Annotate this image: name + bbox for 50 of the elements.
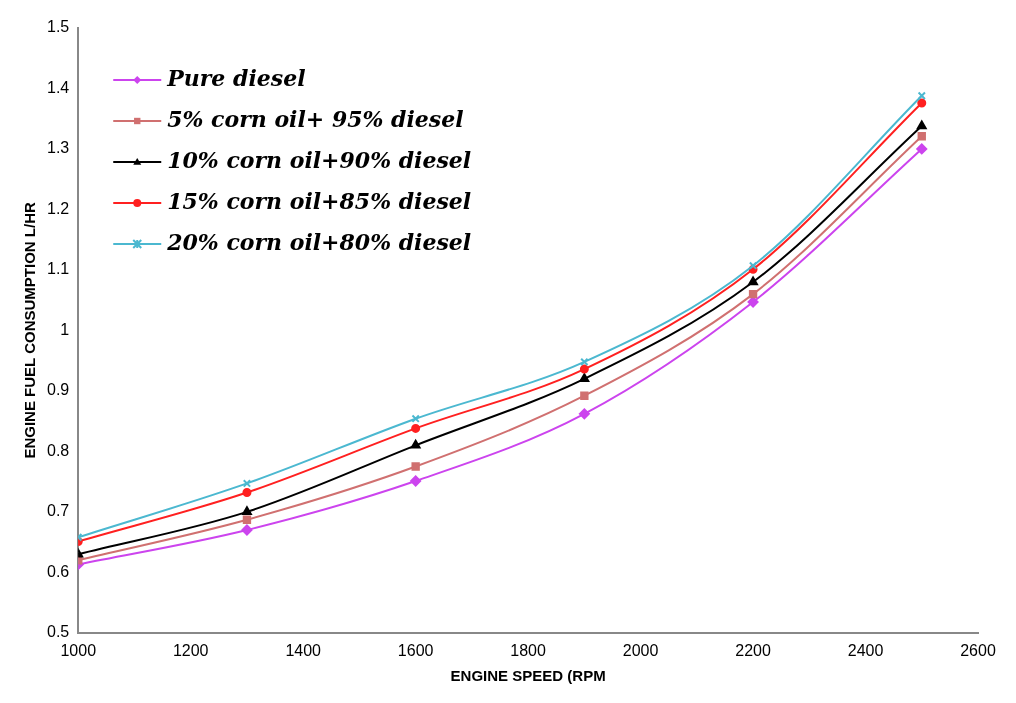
legend-label: Pure diesel bbox=[166, 64, 306, 91]
y-tick-label: 1.5 bbox=[46, 18, 70, 36]
y-axis-title: ENGINE FUEL CONSUMPTION L/HR bbox=[21, 202, 39, 459]
x-tick-label: 1600 bbox=[397, 641, 434, 659]
point bbox=[410, 439, 421, 449]
y-tick-label: 1.4 bbox=[46, 78, 70, 96]
legend-label: 20% corn oil+80% diesel bbox=[166, 228, 472, 255]
y-tick-label: 1.1 bbox=[46, 260, 70, 278]
y-tick-label: 0.8 bbox=[46, 441, 70, 459]
point bbox=[916, 143, 928, 155]
x-tick-label: 1000 bbox=[60, 641, 97, 659]
point bbox=[917, 91, 926, 100]
point bbox=[917, 132, 926, 141]
y-tick-label: 0.5 bbox=[46, 623, 70, 641]
point bbox=[748, 261, 758, 270]
point bbox=[580, 391, 589, 400]
point bbox=[748, 289, 758, 299]
x-tick-label: 2600 bbox=[960, 641, 996, 659]
x-axis-title: ENGINE SPEED (RPM bbox=[450, 667, 606, 685]
point bbox=[410, 475, 422, 487]
x-tick-label: 2400 bbox=[847, 641, 884, 659]
x-tick-label: 2000 bbox=[622, 641, 659, 659]
point bbox=[242, 515, 252, 524]
point bbox=[578, 408, 590, 420]
x-tick-label: 1400 bbox=[285, 641, 322, 659]
point bbox=[579, 364, 589, 374]
x-tick-label: 2200 bbox=[735, 641, 771, 659]
point bbox=[579, 373, 590, 383]
legend-label: 10% corn oil+90% diesel bbox=[167, 146, 472, 173]
point bbox=[916, 120, 927, 130]
x-tick-label: 1200 bbox=[172, 641, 209, 659]
legend-label: 15% corn oil+85% diesel bbox=[167, 187, 472, 214]
y-tick-label: 1.2 bbox=[46, 199, 70, 217]
y-tick-label: 0.9 bbox=[46, 381, 70, 399]
point bbox=[917, 98, 927, 108]
legend-label: 5% corn oil+ 95% diesel bbox=[167, 105, 464, 132]
point bbox=[580, 357, 589, 367]
point bbox=[242, 479, 252, 488]
y-tick-label: 1.3 bbox=[46, 139, 70, 157]
x-tick-label: 1800 bbox=[510, 641, 547, 659]
point bbox=[411, 423, 421, 433]
y-tick-label: 1 bbox=[60, 320, 70, 338]
point bbox=[242, 506, 252, 516]
point bbox=[411, 414, 420, 423]
point bbox=[241, 524, 253, 536]
y-tick-label: 0.7 bbox=[46, 502, 70, 520]
point bbox=[242, 487, 252, 497]
point bbox=[411, 462, 420, 471]
point bbox=[748, 276, 758, 286]
y-tick-label: 0.6 bbox=[46, 562, 70, 580]
